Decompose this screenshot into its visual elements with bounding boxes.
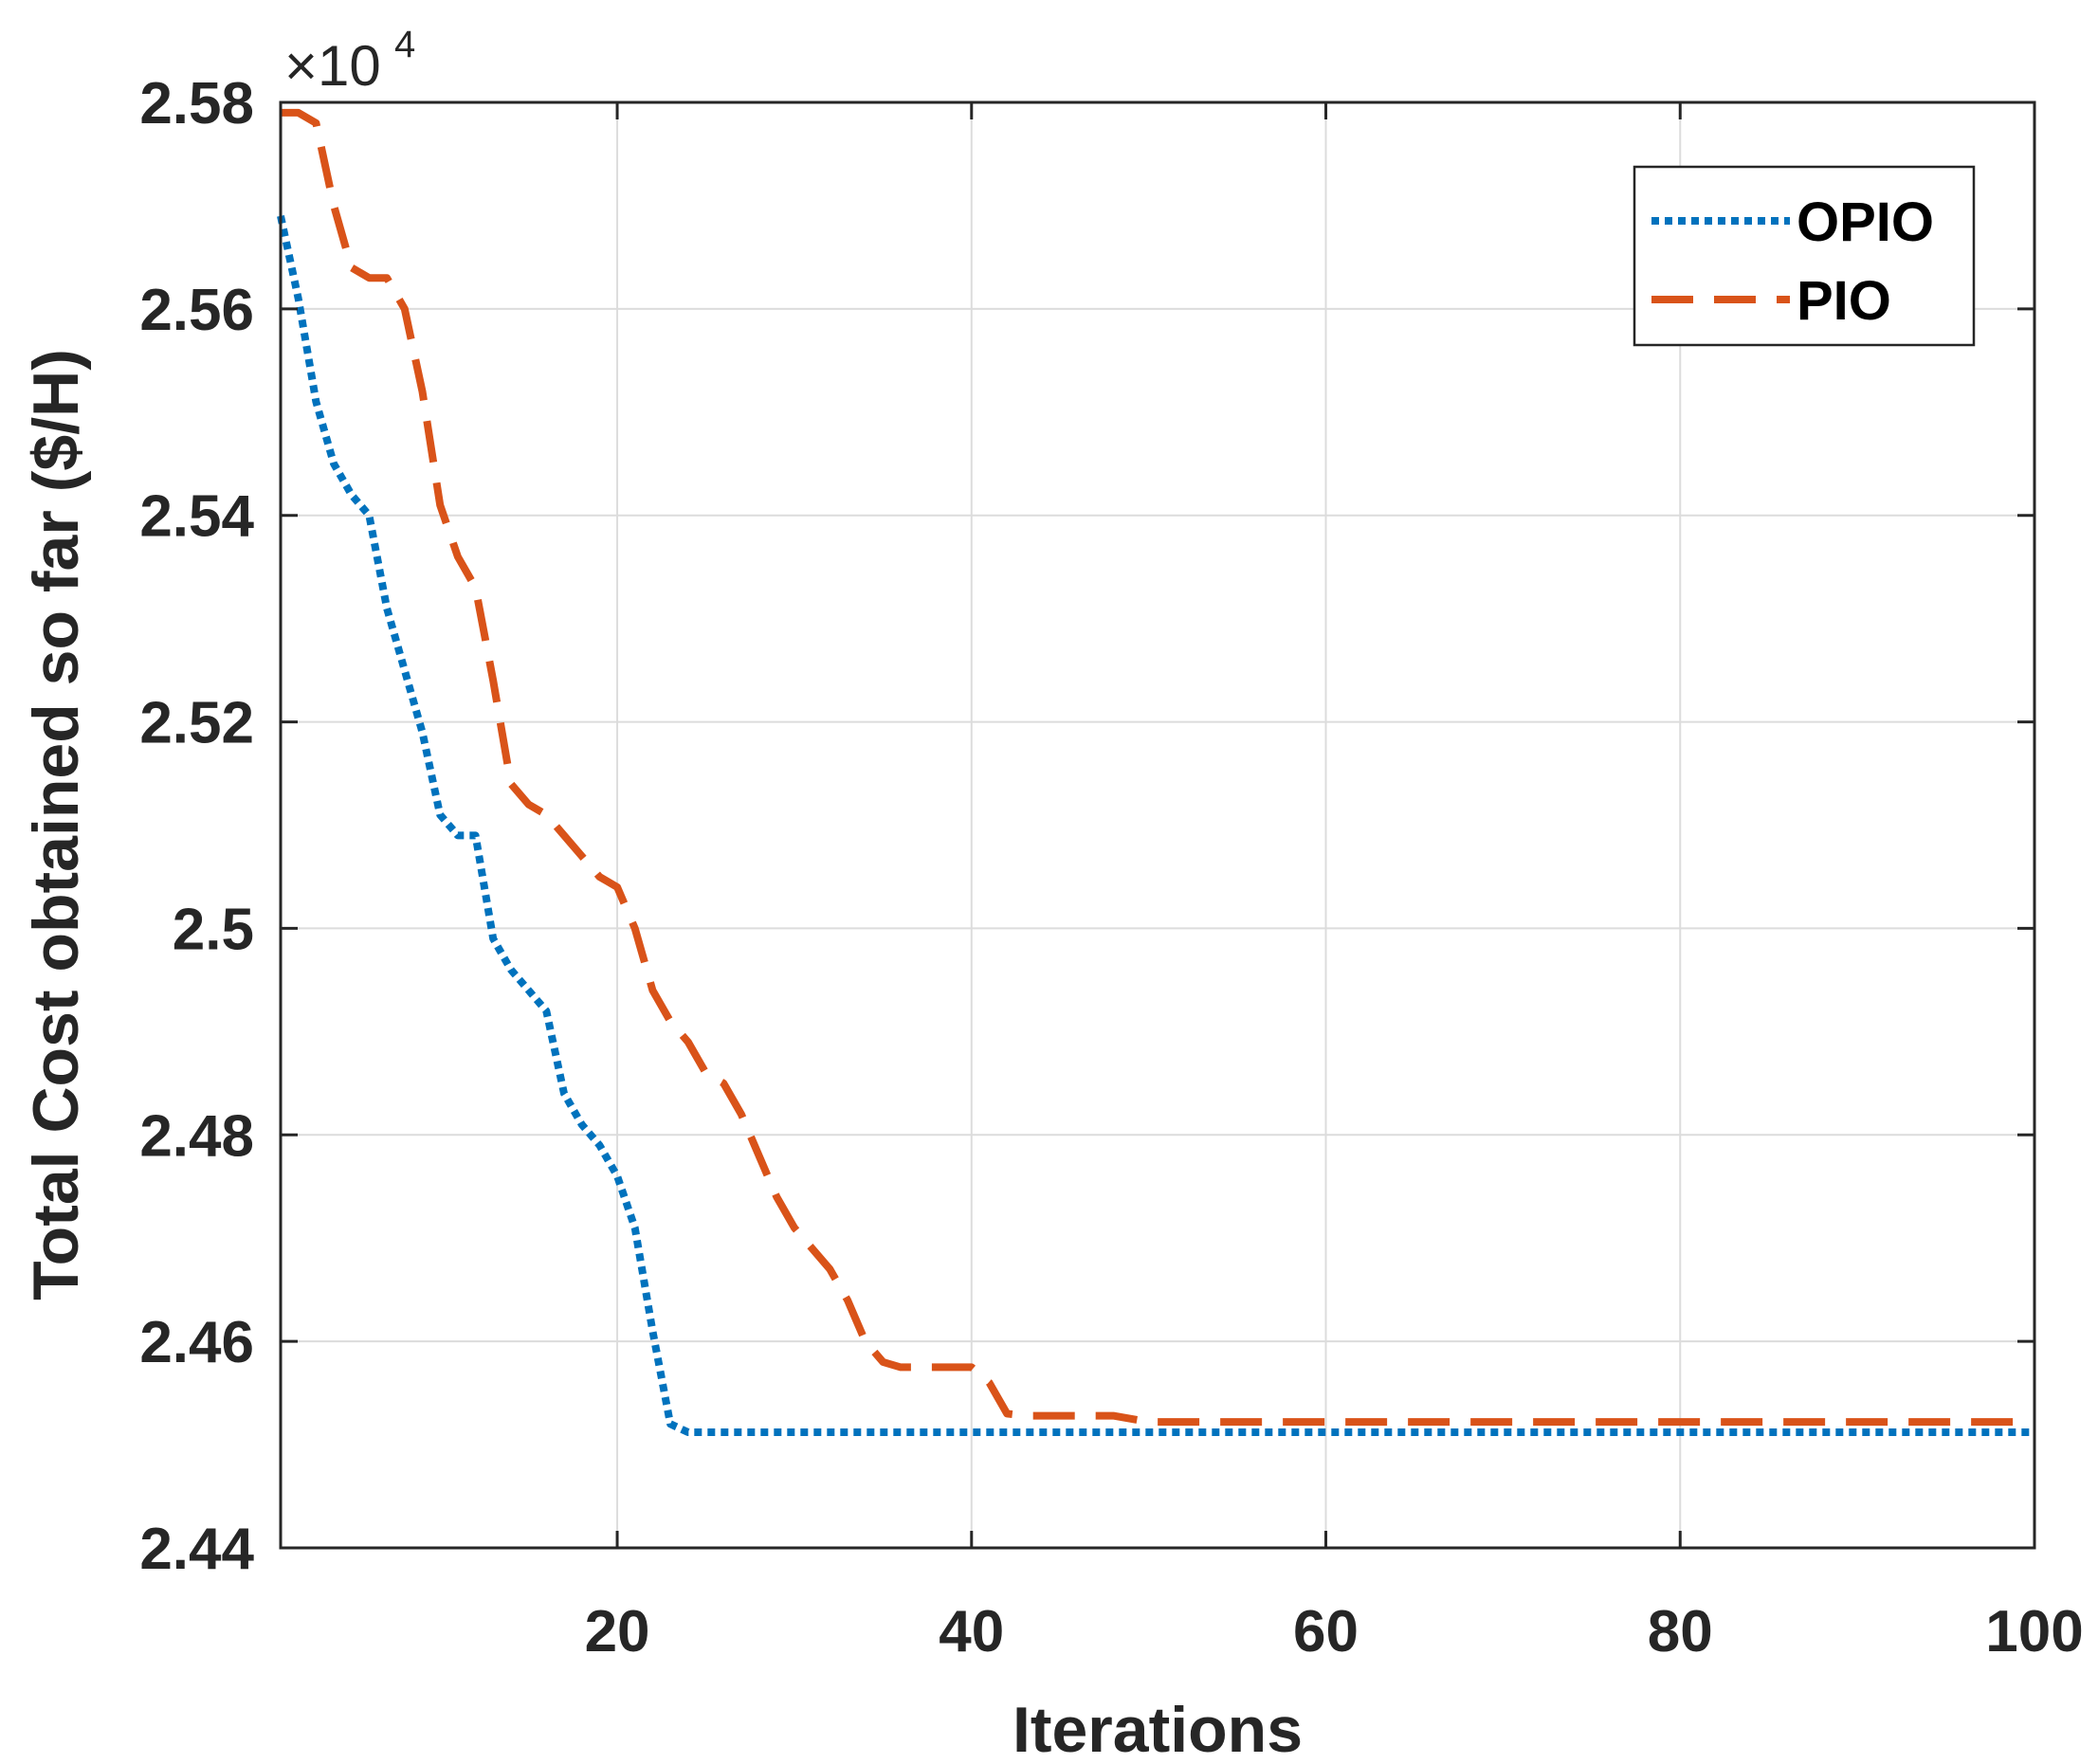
series-line-opio xyxy=(277,214,2034,1436)
x-tick-label: 60 xyxy=(1293,1599,1359,1664)
y-tick-label: 2.56 xyxy=(139,278,254,343)
y-tick-label: 2.52 xyxy=(139,691,254,756)
axes-box xyxy=(279,100,2036,1550)
x-tick-label: 40 xyxy=(939,1599,1004,1664)
y-tick-label: 2.48 xyxy=(139,1103,254,1169)
y-tick-label: 2.44 xyxy=(139,1517,254,1582)
y-tick-labels: 2.44 2.46 2.48 2.5 2.52 2.54 2.56 2.58 xyxy=(139,71,254,1582)
y-tick-label: 2.54 xyxy=(139,484,254,550)
tick-marks xyxy=(281,100,2036,1550)
y-tick-label: 2.46 xyxy=(139,1310,254,1375)
x-tick-label: 20 xyxy=(585,1599,650,1664)
legend-label-opio: OPIO xyxy=(1797,191,1934,253)
y-multiplier-base: ×10 xyxy=(284,34,381,98)
y-tick-label: 2.58 xyxy=(139,71,254,136)
series-lines xyxy=(277,108,2034,1436)
x-tick-labels: 20 40 60 80 100 xyxy=(585,1599,2084,1664)
y-tick-label: 2.5 xyxy=(173,897,254,962)
y-multiplier-exponent: 4 xyxy=(394,24,415,65)
legend: OPIO PIO xyxy=(1633,165,1976,347)
x-axis-label: Iterations xyxy=(1013,1694,1303,1764)
x-tick-label: 80 xyxy=(1648,1599,1713,1664)
legend-box xyxy=(1633,165,1976,347)
y-axis-label: Total Cost obtained so far ($/H) xyxy=(20,349,92,1300)
y-multiplier: ×10 4 xyxy=(284,24,415,98)
legend-label-pio: PIO xyxy=(1797,270,1891,332)
x-tick-label: 100 xyxy=(1985,1599,2083,1664)
series-line-pio xyxy=(281,108,2034,1427)
